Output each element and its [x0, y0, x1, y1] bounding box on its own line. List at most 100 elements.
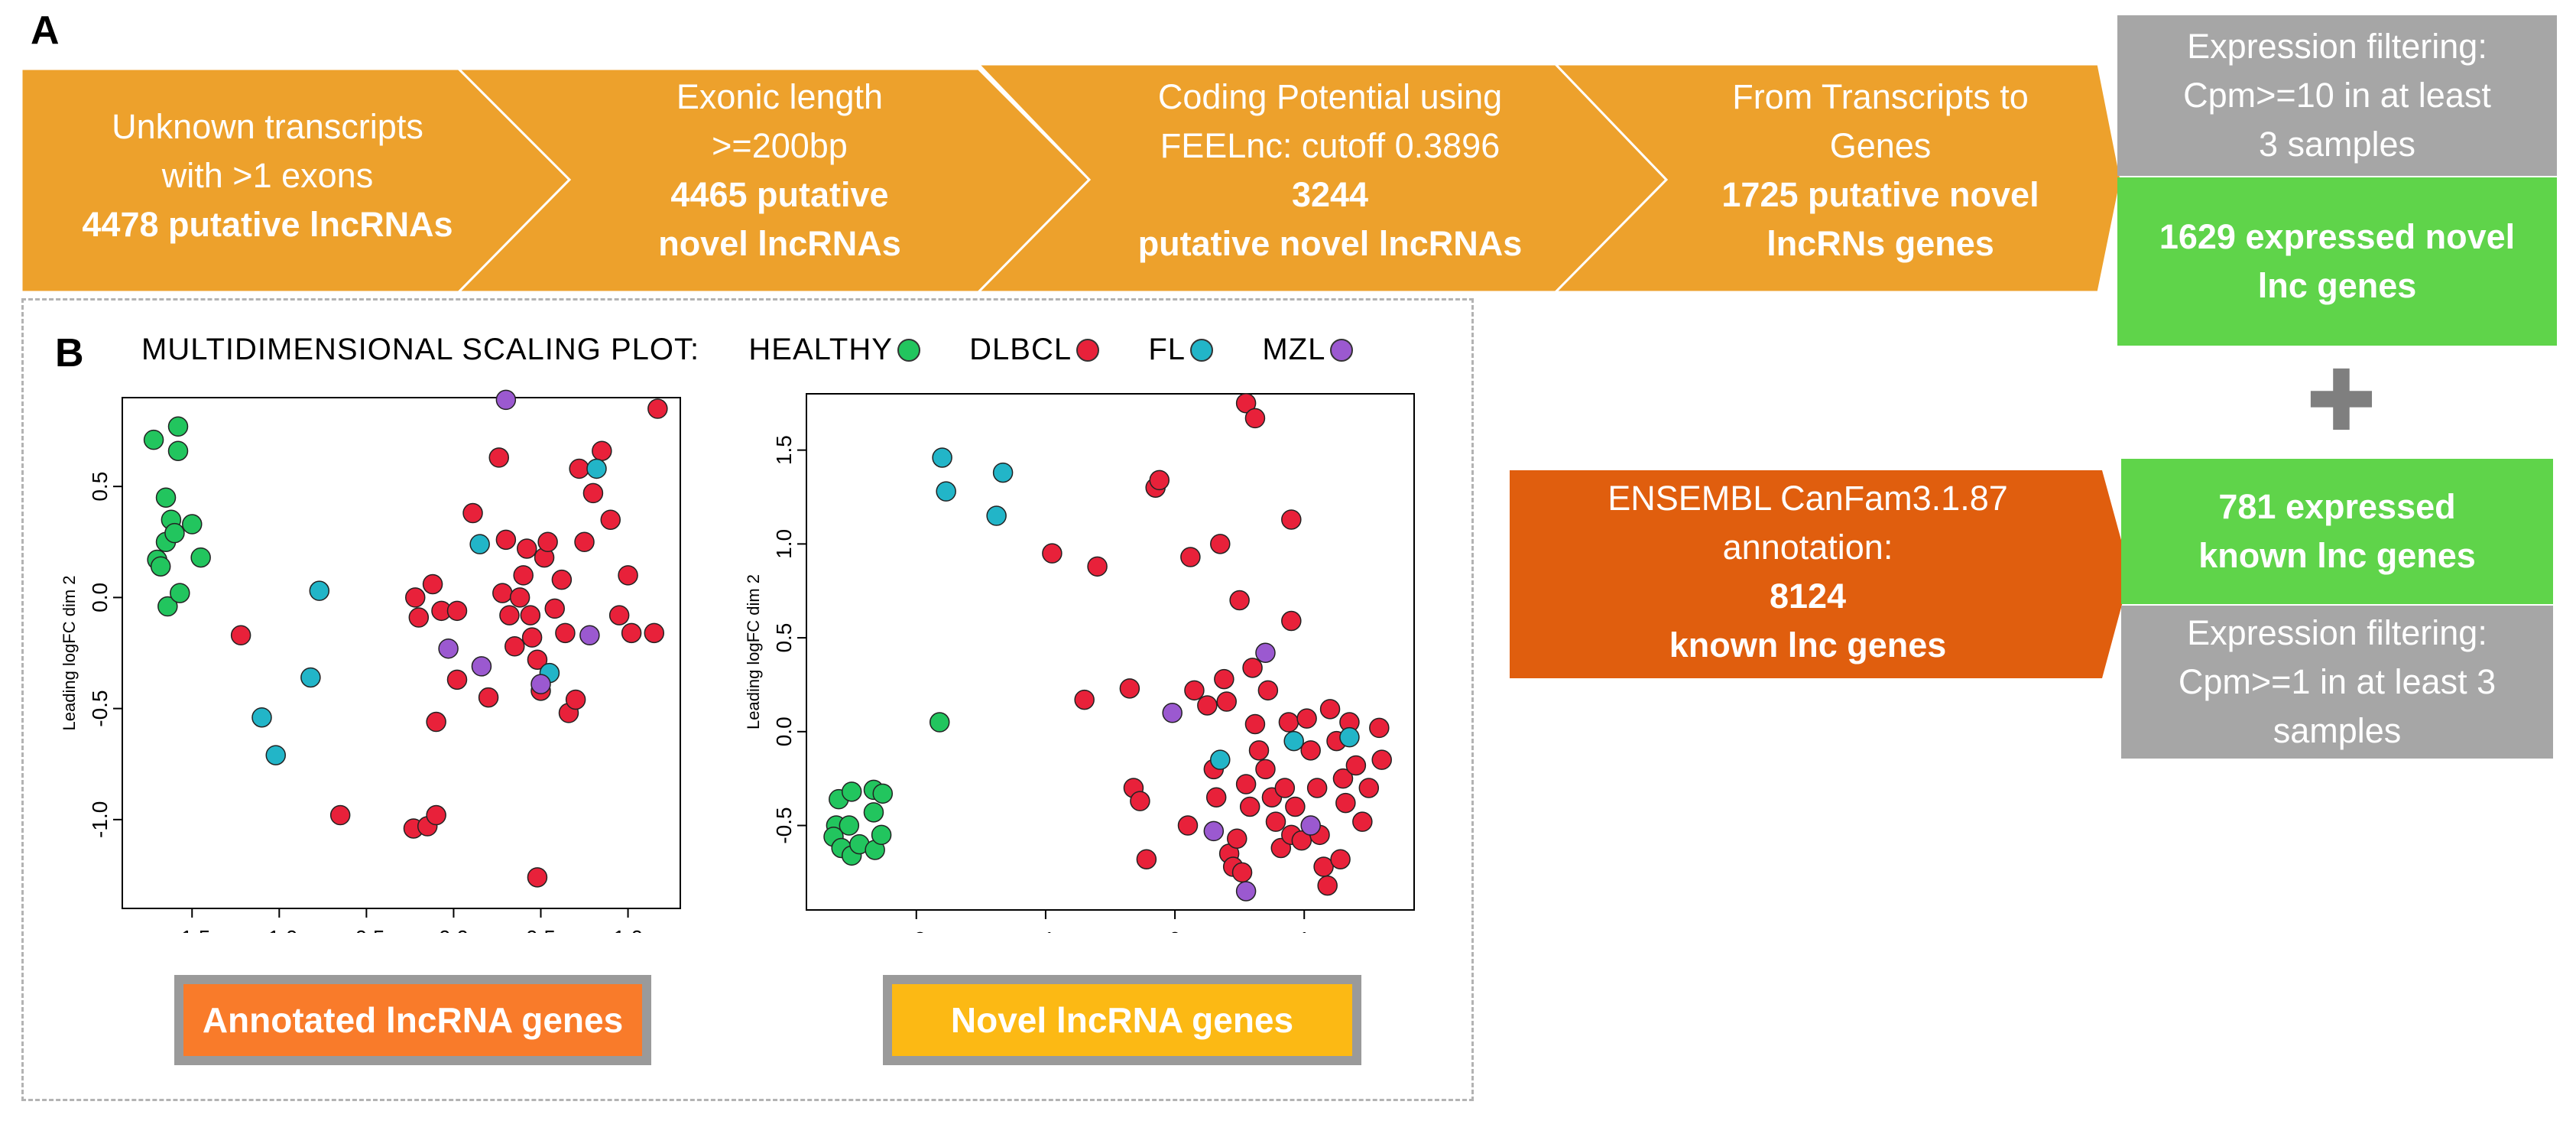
novel-x-tick-label: -2	[907, 928, 926, 933]
novel-x-tick-label: -1	[1036, 928, 1055, 933]
known-result-line-1: 781 expressed	[2218, 487, 2456, 526]
novel-point-dlbcl	[1274, 778, 1296, 798]
ensembl-box: ENSEMBL CanFam3.1.87 annotation: 8124 kn…	[1517, 474, 2098, 670]
novel-point-fl	[1339, 726, 1360, 748]
panel-a-label: A	[31, 8, 60, 53]
annotated-point-healthy	[164, 522, 185, 544]
annotated-point-dlbcl	[521, 627, 543, 648]
annotated-point-dlbcl	[517, 538, 537, 559]
novel-point-dlbcl	[1330, 849, 1351, 869]
step-4-line-2: Genes	[1829, 126, 1932, 165]
pipeline-step-3-text: Coding Potential using FEELnc: cutoff 0.…	[1085, 73, 1575, 268]
filter-novel-line-1: Expression filtering:	[2187, 27, 2487, 66]
novel-point-mzl	[1162, 703, 1183, 723]
pipeline-step-1: Unknown transcripts with >1 exons 4478 p…	[31, 102, 504, 249]
annotated-point-dlbcl	[495, 529, 517, 551]
novel-point-dlbcl	[1265, 811, 1286, 832]
ensembl-count-label: known lnc genes	[1669, 625, 1947, 664]
step-2-line-1: Exonic length	[676, 77, 884, 116]
novel-point-dlbcl	[1352, 811, 1373, 832]
annotated-x-tick-label: 1.0	[613, 926, 643, 933]
step-4-count: 1725 putative novel	[1721, 175, 2039, 214]
annotated-point-dlbcl	[537, 531, 558, 553]
annotated-point-dlbcl	[644, 622, 665, 644]
novel-point-dlbcl	[1244, 713, 1266, 735]
novel-point-mzl	[1235, 881, 1257, 902]
annotated-point-dlbcl	[520, 605, 541, 625]
novel-point-dlbcl	[1285, 796, 1306, 817]
filter-known-box: Expression filtering: Cpm>=1 in at least…	[2121, 606, 2553, 759]
annotated-point-healthy	[170, 583, 190, 603]
novel-point-fl	[1210, 749, 1231, 770]
annotated-point-healthy	[150, 556, 171, 577]
novel-point-dlbcl	[1317, 875, 1338, 896]
novel-point-mzl	[1255, 642, 1276, 663]
annotated-point-fl	[300, 667, 321, 688]
annotated-point-dlbcl	[551, 569, 573, 590]
novel-point-dlbcl	[1184, 680, 1205, 701]
novel-point-mzl	[1203, 820, 1225, 842]
annotated-point-dlbcl	[565, 689, 586, 710]
annotated-point-dlbcl	[446, 600, 468, 622]
novel-point-dlbcl	[1335, 792, 1356, 814]
annotated-point-healthy	[157, 596, 178, 617]
step-4-count-2: lncRNs genes	[1767, 224, 1994, 263]
annotated-y-tick-label: 0.0	[88, 583, 112, 612]
annotated-y-tick-label: -0.5	[88, 690, 112, 726]
novel-result-line-2: lnc genes	[2257, 266, 2417, 305]
annotated-point-mzl	[438, 638, 459, 659]
annotated-point-dlbcl	[422, 573, 443, 595]
annotated-x-tick-label: -1.5	[174, 926, 210, 933]
annotated-point-healthy	[167, 416, 189, 437]
legend-mzl-dot	[1330, 339, 1354, 362]
annotated-point-dlbcl	[608, 605, 630, 625]
novel-point-dlbcl	[1306, 778, 1328, 798]
novel-point-dlbcl	[1180, 547, 1201, 567]
plus-icon: ✚	[2305, 354, 2377, 448]
ensembl-count: 8124	[1769, 577, 1847, 616]
annotated-point-dlbcl	[230, 625, 251, 646]
annotated-plot-label: Annotated lncRNA genes	[202, 1000, 624, 1040]
novel-point-fl	[936, 481, 956, 502]
novel-point-dlbcl	[1278, 712, 1299, 733]
novel-point-dlbcl	[1242, 658, 1263, 678]
novel-point-fl	[986, 505, 1007, 526]
panel-b-label: B	[55, 331, 84, 375]
novel-point-dlbcl	[1227, 828, 1247, 849]
annotated-x-tick-label: 0.0	[439, 926, 469, 933]
novel-mds-plot: -2 -1 0 1 -0.5 0.0 0.5 1.0 1.5 Leading logFC dim …	[744, 393, 1415, 933]
annotated-point-dlbcl	[488, 447, 509, 468]
annotated-point-dlbcl	[527, 649, 548, 670]
novel-y-axis-label: Leading logFC dim 2	[744, 574, 763, 729]
novel-point-dlbcl	[1235, 774, 1257, 794]
novel-point-dlbcl	[1205, 787, 1227, 807]
annotated-point-dlbcl	[513, 565, 534, 586]
step-1-count: 4478 putative lncRNAs	[82, 205, 453, 244]
pipeline-step-4: From Transcripts to Genes 1725 putative …	[1666, 73, 2094, 268]
step-2-count-2: novel lncRNAs	[658, 224, 901, 263]
pipeline-step-2: Exonic length >=200bp 4465 putative nove…	[550, 73, 1009, 268]
known-result-box: 781 expressed known lnc genes	[2121, 459, 2553, 604]
annotated-point-dlbcl	[446, 669, 468, 690]
novel-plot-label: Novel lncRNA genes	[950, 1000, 1294, 1040]
annotated-point-dlbcl	[405, 587, 426, 608]
novel-result-box: 1629 expressed novel lnc genes	[2117, 177, 2557, 346]
novel-point-dlbcl	[1248, 740, 1270, 761]
annotated-point-dlbcl	[499, 605, 520, 625]
legend-fl-label: FL	[1148, 333, 1186, 366]
filter-novel-line-3: 3 samples	[2258, 125, 2416, 164]
annotated-point-dlbcl	[462, 502, 483, 524]
novel-point-fl	[1283, 730, 1304, 752]
panel-b-frame	[21, 298, 1474, 1101]
pipeline-arrow-4	[1552, 63, 2123, 294]
novel-x-tick-label: 1	[1298, 928, 1310, 933]
annotated-point-dlbcl	[504, 636, 525, 657]
annotated-y-tick-label: 0.5	[88, 472, 112, 502]
novel-point-dlbcl	[1229, 590, 1250, 611]
novel-point-dlbcl	[1291, 830, 1312, 851]
pipeline-arrows	[20, 63, 2123, 294]
novel-point-dlbcl	[1087, 556, 1108, 577]
annotated-y-tick-label: -1.0	[88, 801, 112, 838]
annotated-point-dlbcl	[426, 804, 446, 826]
novel-point-fl	[932, 447, 952, 468]
